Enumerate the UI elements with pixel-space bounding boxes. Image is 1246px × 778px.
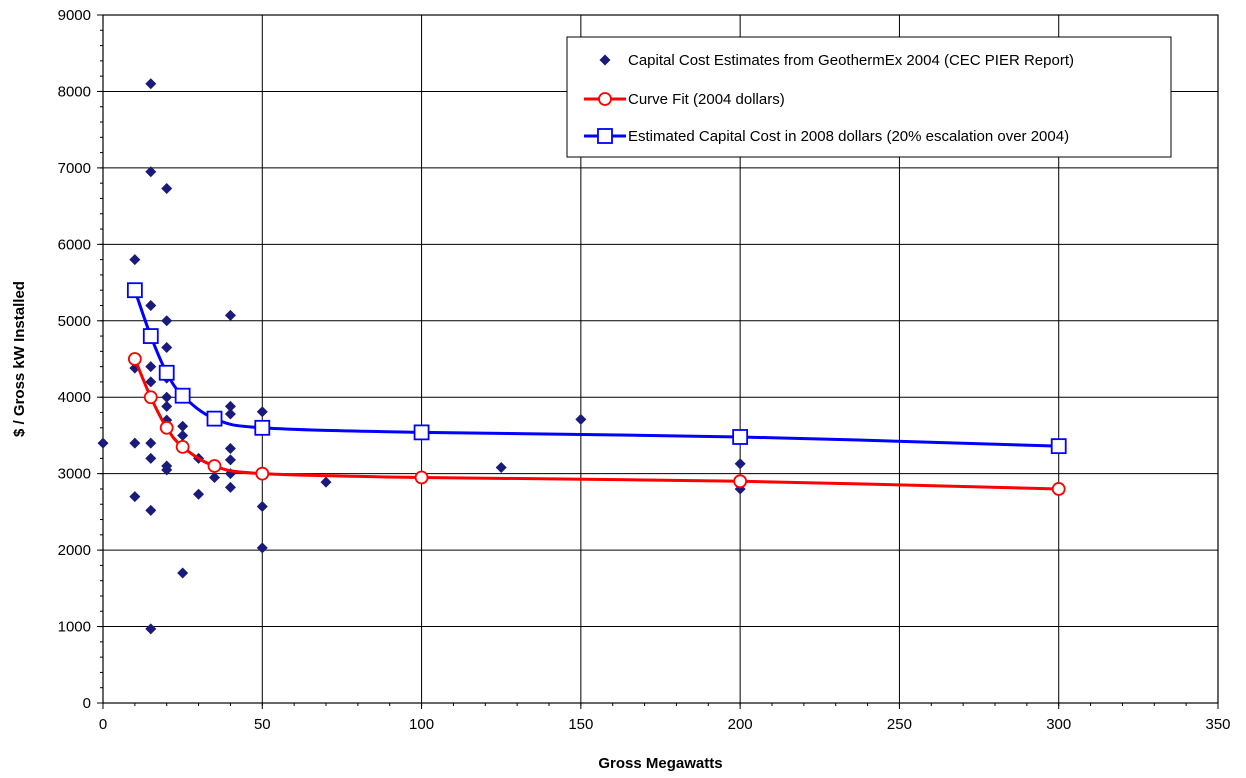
data-point-diamond bbox=[177, 429, 189, 441]
data-point-circle bbox=[207, 459, 222, 473]
y-axis-title: $ / Gross kW Installed bbox=[11, 281, 28, 437]
data-point-diamond bbox=[145, 437, 157, 449]
legend-marker bbox=[597, 128, 613, 144]
data-point-diamond bbox=[161, 183, 173, 195]
data-point-circle bbox=[1051, 482, 1066, 496]
data-point-diamond bbox=[256, 406, 268, 418]
data-point-diamond bbox=[145, 623, 157, 635]
data-point-diamond bbox=[177, 420, 189, 432]
data-point-diamond bbox=[97, 437, 109, 449]
data-point-diamond bbox=[575, 413, 587, 425]
x-tick-label: 0 bbox=[99, 716, 107, 733]
data-point-circle bbox=[175, 440, 190, 454]
data-point-diamond bbox=[224, 481, 236, 493]
y-tick-label: 4000 bbox=[58, 389, 91, 406]
data-point-square bbox=[158, 364, 175, 381]
data-point-diamond bbox=[224, 408, 236, 420]
data-point-diamond bbox=[320, 476, 332, 488]
data-point-square bbox=[1050, 438, 1067, 455]
data-point-square bbox=[126, 282, 143, 299]
data-point-diamond bbox=[224, 309, 236, 321]
series-line-circle bbox=[133, 358, 1059, 491]
data-point-square bbox=[413, 424, 430, 441]
data-point-diamond bbox=[209, 471, 220, 483]
x-tick-label: 50 bbox=[254, 716, 271, 733]
data-point-diamond bbox=[145, 299, 157, 311]
data-point-diamond bbox=[193, 488, 205, 500]
data-point-square bbox=[732, 429, 749, 445]
data-point-square bbox=[174, 387, 191, 404]
x-axis-title: Gross Megawatts bbox=[598, 755, 722, 772]
y-tick-label: 2000 bbox=[58, 542, 91, 559]
y-tick-label: 0 bbox=[83, 695, 91, 712]
data-point-diamond bbox=[145, 504, 157, 516]
legend-label: Estimated Capital Cost in 2008 dollars (… bbox=[628, 128, 1069, 145]
data-point-diamond bbox=[224, 454, 236, 466]
y-tick-label: 6000 bbox=[58, 236, 91, 253]
y-tick-label: 7000 bbox=[58, 160, 91, 177]
data-point-circle bbox=[127, 352, 142, 366]
data-point-diamond bbox=[177, 567, 189, 579]
data-point-diamond bbox=[129, 491, 141, 503]
series-line-square bbox=[133, 289, 1059, 448]
x-tick-label: 250 bbox=[887, 716, 912, 733]
y-tick-label: 3000 bbox=[58, 466, 91, 483]
data-point-diamond bbox=[145, 78, 157, 90]
data-point-diamond bbox=[129, 437, 141, 449]
data-point-square bbox=[206, 410, 223, 427]
data-point-square bbox=[254, 419, 271, 436]
data-point-diamond bbox=[161, 400, 173, 412]
data-point-diamond bbox=[161, 342, 173, 354]
series-layer bbox=[97, 78, 1067, 635]
y-tick-label: 5000 bbox=[58, 313, 91, 330]
data-point-diamond bbox=[145, 452, 157, 464]
legend-label: Curve Fit (2004 dollars) bbox=[628, 91, 785, 108]
legend-marker bbox=[599, 54, 611, 66]
x-tick-label: 300 bbox=[1046, 716, 1071, 733]
legend-box bbox=[566, 36, 1172, 158]
y-tick-label: 1000 bbox=[58, 619, 91, 636]
plot-frame bbox=[102, 14, 1219, 704]
data-point-circle bbox=[255, 466, 270, 481]
data-point-diamond bbox=[256, 542, 268, 554]
data-point-diamond bbox=[145, 376, 157, 388]
data-point-diamond bbox=[161, 315, 173, 327]
x-tick-label: 100 bbox=[409, 716, 434, 733]
legend-marker bbox=[598, 92, 612, 106]
y-tick-label: 8000 bbox=[58, 83, 91, 100]
legend-label: Capital Cost Estimates from GeothermEx 2… bbox=[628, 52, 1074, 69]
data-point-circle bbox=[733, 474, 748, 489]
data-point-circle bbox=[414, 470, 429, 485]
data-point-diamond bbox=[145, 166, 157, 178]
x-tick-label: 350 bbox=[1205, 716, 1230, 733]
data-point-diamond bbox=[734, 458, 746, 470]
y-tick-label: 9000 bbox=[58, 7, 91, 24]
data-point-diamond bbox=[495, 462, 507, 474]
data-point-diamond bbox=[161, 464, 173, 476]
data-point-diamond bbox=[161, 391, 173, 403]
data-point-diamond bbox=[129, 254, 141, 266]
axes: 0 50 100 150 200 250 300 350 0 1000 2000 3000 4000 50… bbox=[58, 7, 1231, 733]
data-point-circle bbox=[143, 390, 158, 405]
data-point-circle bbox=[159, 420, 174, 435]
data-point-diamond bbox=[224, 442, 236, 454]
x-tick-label: 200 bbox=[728, 716, 753, 733]
data-point-diamond bbox=[224, 400, 236, 412]
legend: Capital Cost Estimates from GeothermEx 2… bbox=[566, 36, 1172, 158]
data-point-diamond bbox=[145, 361, 157, 373]
data-point-square bbox=[142, 328, 159, 344]
data-point-diamond bbox=[256, 501, 268, 513]
x-tick-label: 150 bbox=[568, 716, 593, 733]
